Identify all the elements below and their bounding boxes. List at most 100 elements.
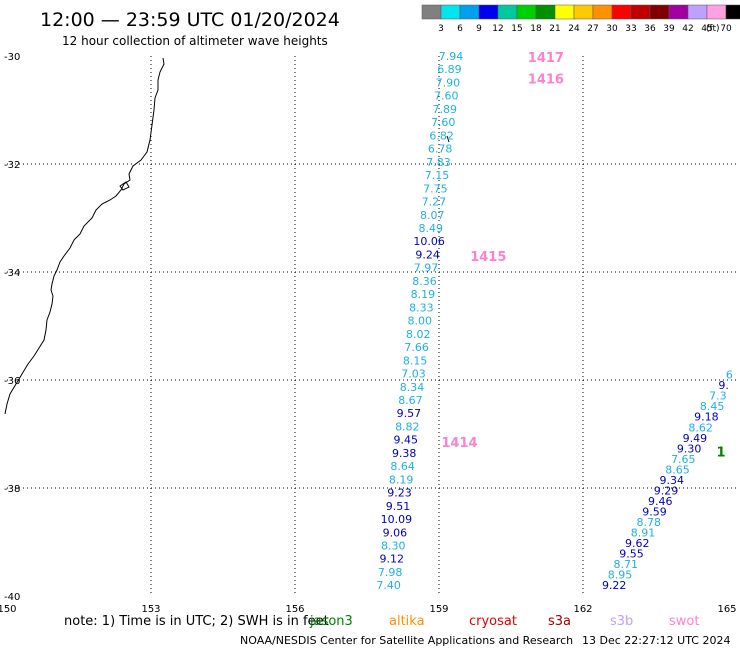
colorbar-swatch bbox=[687, 4, 708, 20]
map-title: 12:00 — 23:59 UTC 01/20/2024 bbox=[40, 9, 340, 31]
wave-height-value: 8.07 bbox=[420, 209, 445, 222]
colorbar-label: 42 bbox=[682, 24, 693, 34]
colorbar-label: 30 bbox=[606, 24, 618, 34]
wave-height-value: 9.51 bbox=[386, 500, 411, 513]
wave-height-value: 8.34 bbox=[400, 381, 425, 394]
wave-height-value: 9.57 bbox=[397, 407, 422, 420]
wave-height-value: 8.95 bbox=[608, 569, 633, 582]
wave-height-value: 8.19 bbox=[389, 473, 414, 486]
lat-tick-label: -30 bbox=[4, 52, 20, 63]
wave-height-value: 9.30 bbox=[677, 442, 702, 455]
wave-height-value: 8.45 bbox=[700, 400, 725, 413]
colorbar-label: 21 bbox=[549, 24, 560, 34]
wave-height-value: 7.27 bbox=[422, 196, 447, 209]
wave-height-value: 9.38 bbox=[392, 447, 417, 460]
lat-tick-label: -34 bbox=[4, 268, 20, 279]
wave-height-value: 9.62 bbox=[625, 537, 650, 550]
lat-tick-label: -36 bbox=[4, 376, 20, 387]
colorbar-swatch bbox=[459, 4, 480, 20]
pass-number-label: 1417 bbox=[528, 51, 564, 66]
wave-height-value: 9.59 bbox=[642, 505, 667, 518]
coast-island-mark bbox=[446, 135, 450, 143]
wave-height-value: 6.89 bbox=[437, 63, 462, 76]
pass-labels: 1417 1416 1415 1414 1 bbox=[441, 51, 725, 460]
satellite-name: altika bbox=[389, 614, 425, 629]
wave-height-value: 9.34 bbox=[660, 474, 685, 487]
colorbar-label: 36 bbox=[644, 24, 656, 34]
wave-height-value: 7.65 bbox=[671, 453, 696, 466]
wave-height-value: 8.02 bbox=[406, 328, 431, 341]
colorbar-label: 3 bbox=[438, 24, 444, 34]
lon-tick-label: 162 bbox=[573, 604, 592, 615]
wave-height-value: 7.97 bbox=[414, 262, 439, 275]
colorbar-swatch bbox=[535, 4, 556, 20]
lat-tick-label: -40 bbox=[4, 592, 20, 603]
wave-height-value: 8.33 bbox=[409, 301, 434, 314]
wave-height-value: 6.78 bbox=[428, 143, 453, 156]
colorbar-label: 18 bbox=[530, 24, 542, 34]
wave-height-value: 8.67 bbox=[398, 394, 423, 407]
satellite-name: jason3 bbox=[309, 614, 353, 629]
satellite-name: s3a bbox=[548, 614, 571, 629]
wave-height-value: 8.19 bbox=[411, 288, 436, 301]
colorbar-swatch bbox=[573, 4, 594, 20]
colorbar-label: 24 bbox=[568, 24, 580, 34]
colorbar-swatch bbox=[630, 4, 651, 20]
colorbar-swatch bbox=[706, 4, 727, 20]
wave-height-value: 9.12 bbox=[379, 553, 404, 566]
satellite-legend: jason3 altika cryosat s3a s3b swot bbox=[309, 614, 699, 629]
pass-number-label: 1416 bbox=[528, 73, 564, 88]
wave-height-value: 9.24 bbox=[415, 248, 440, 261]
colorbar-label: 45 bbox=[701, 24, 712, 34]
colorbar-swatch bbox=[592, 4, 613, 20]
wave-height-value: 8.36 bbox=[412, 275, 437, 288]
wave-height-value: 7.94 bbox=[439, 50, 464, 63]
lat-tick-label: -32 bbox=[4, 160, 20, 171]
wave-height-value: 8.30 bbox=[381, 540, 406, 553]
wave-height-value: 7.03 bbox=[401, 368, 426, 381]
wave-height-value: 9.49 bbox=[683, 432, 708, 445]
colorbar-swatch bbox=[554, 4, 575, 20]
wave-height-value: 8.65 bbox=[665, 463, 690, 476]
colorbar-swatch bbox=[497, 4, 518, 20]
wave-height-value: 6 bbox=[726, 369, 733, 382]
satellite-name: s3b bbox=[610, 614, 633, 629]
pass-number-label: 1 bbox=[716, 445, 725, 460]
colorbar-label: 33 bbox=[625, 24, 636, 34]
lon-tick-label: 153 bbox=[141, 604, 160, 615]
wave-height-value: 7.60 bbox=[431, 116, 456, 129]
colorbar-swatch bbox=[649, 4, 670, 20]
wave-height-value: 9. bbox=[718, 379, 729, 392]
colorbar-label: 12 bbox=[492, 24, 503, 34]
wave-height-value: 9.55 bbox=[619, 548, 644, 561]
colorbar-swatch bbox=[421, 4, 442, 20]
footer-timestamp: 13 Dec 22:27:12 UTC 2024 bbox=[582, 634, 730, 647]
lon-tick-label: 150 bbox=[0, 604, 17, 615]
coast-bay-mark bbox=[119, 181, 130, 191]
colorbar-label: 39 bbox=[663, 24, 675, 34]
wave-height-value: 9.46 bbox=[648, 495, 673, 508]
wave-height-value: 8.91 bbox=[631, 527, 656, 540]
track-b-values: 69.7.38.459.188.629.499.307.658.659.349.… bbox=[602, 369, 733, 593]
colorbar-swatch bbox=[478, 4, 499, 20]
wave-height-value: 8.78 bbox=[637, 516, 662, 529]
wave-height-value: 8.71 bbox=[613, 558, 638, 571]
colorbar-unit: (ft) bbox=[706, 24, 720, 34]
satellite-name: swot bbox=[669, 614, 699, 629]
colorbar-label: 27 bbox=[587, 24, 598, 34]
wave-height-value: 9.06 bbox=[383, 526, 408, 539]
lat-lon-grid bbox=[7, 56, 737, 596]
wave-height-value: 8.15 bbox=[403, 354, 428, 367]
pass-number-label: 1415 bbox=[470, 250, 506, 265]
colorbar-legend: 3 6 9 12 15 18 21 24 27 30 33 36 39 42 45 70 bbox=[421, 4, 740, 34]
wave-height-value: 10.09 bbox=[381, 513, 413, 526]
wave-height-value: 8.82 bbox=[395, 420, 420, 433]
wave-height-value: 7.98 bbox=[378, 566, 403, 579]
lon-tick-label: 159 bbox=[429, 604, 448, 615]
lat-tick-label: -38 bbox=[4, 484, 20, 495]
satellite-name: cryosat bbox=[469, 614, 517, 629]
lon-tick-label: 156 bbox=[285, 604, 304, 615]
wave-height-value: 8.49 bbox=[418, 222, 443, 235]
wave-height-value: 6.82 bbox=[429, 129, 454, 142]
